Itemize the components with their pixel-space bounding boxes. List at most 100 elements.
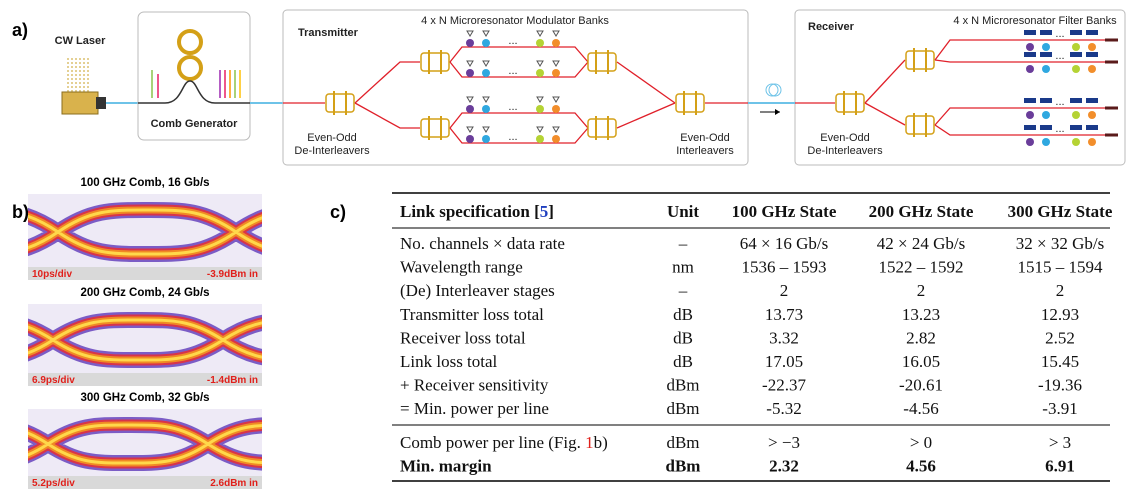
diagram-label: Even-Odd — [307, 132, 357, 144]
eye-power: -1.4dBm in — [207, 375, 258, 386]
table-cell: Link loss total — [400, 352, 498, 371]
shape — [1072, 43, 1080, 51]
table-cell: nm — [672, 258, 694, 277]
ellipsis: ... — [508, 131, 517, 143]
table-cell: 13.73 — [765, 305, 803, 324]
diagram-label: De-Interleavers — [807, 145, 883, 157]
table-cell: > 3 — [1049, 433, 1071, 452]
table-cell: 32 × 32 Gb/s — [1016, 234, 1104, 253]
shape — [536, 39, 544, 47]
shape — [466, 69, 474, 77]
eye-title: 300 GHz Comb, 32 Gb/s — [80, 392, 209, 404]
table-cell: -4.56 — [903, 399, 938, 418]
table-cell: 2 — [917, 281, 926, 300]
eye-title: 100 GHz Comb, 16 Gb/s — [80, 177, 209, 189]
table-cell: Transmitter loss total — [400, 305, 544, 324]
table-cell: 42 × 24 Gb/s — [877, 234, 965, 253]
shape — [1086, 125, 1098, 130]
shape — [1026, 138, 1034, 146]
table-cell: 300 GHz State — [1008, 202, 1113, 221]
ellipsis: ... — [1055, 50, 1064, 62]
shape — [1042, 138, 1050, 146]
cell-part: ] — [548, 202, 554, 221]
table-cell: 12.93 — [1041, 305, 1079, 324]
shape — [482, 39, 490, 47]
table-cell: = Min. power per line — [400, 399, 549, 418]
table-cell: 100 GHz State — [732, 202, 837, 221]
table-cell: -22.37 — [762, 376, 806, 395]
table-cell: dBm — [666, 376, 699, 395]
shape — [1024, 98, 1036, 103]
table-cell: No. channels × data rate — [400, 234, 565, 253]
diagram-label: Receiver — [808, 21, 855, 33]
table-cell: Comb power per line (Fig. 1b) — [400, 433, 608, 452]
shape — [536, 135, 544, 143]
table-cell: – — [678, 234, 688, 253]
table-cell: 16.05 — [902, 352, 940, 371]
table-cell: 2 — [1056, 281, 1065, 300]
panel-label: a) — [12, 20, 28, 40]
shape — [1026, 43, 1034, 51]
shape — [1070, 52, 1082, 57]
eye-timebase: 6.9ps/div — [32, 375, 75, 386]
eye-timebase: 5.2ps/div — [32, 478, 75, 489]
table-cell: 1522 – 1592 — [879, 258, 964, 277]
diagram-label: Even-Odd — [820, 132, 870, 144]
eye-timebase: 10ps/div — [32, 269, 72, 280]
table-cell: Receiver loss total — [400, 328, 526, 347]
shape — [1042, 111, 1050, 119]
eye-title: 200 GHz Comb, 24 Gb/s — [80, 287, 209, 299]
table-cell: 3.32 — [769, 328, 799, 347]
table-cell: dBm — [666, 457, 701, 476]
table-cell: Unit — [667, 202, 699, 221]
shape — [482, 105, 490, 113]
shape — [1072, 111, 1080, 119]
table-cell: > −3 — [768, 433, 800, 452]
table-cell: Min. margin — [400, 457, 492, 476]
shape — [1088, 43, 1096, 51]
shape — [1072, 138, 1080, 146]
table-cell: dB — [673, 352, 693, 371]
diagram-label: Interleavers — [676, 145, 734, 157]
cell-part: 5 — [540, 202, 549, 221]
table-cell: Wavelength range — [400, 258, 523, 277]
shape — [1072, 65, 1080, 73]
table-cell: 4.56 — [906, 457, 936, 476]
diagram-label: 4 x N Microresonator Modulator Banks — [421, 15, 609, 27]
table-cell: 64 × 16 Gb/s — [740, 234, 828, 253]
shape — [466, 135, 474, 143]
table-cell: -19.36 — [1038, 376, 1082, 395]
table-cell: > 0 — [910, 433, 932, 452]
cell-part: Comb power per line (Fig. — [400, 433, 585, 452]
ellipsis: ... — [508, 35, 517, 47]
table-cell: dBm — [666, 399, 699, 418]
shape — [552, 135, 560, 143]
shape — [1070, 125, 1082, 130]
shape — [1040, 30, 1052, 35]
eye-power: -3.9dBm in — [207, 269, 258, 280]
table-cell: – — [678, 281, 688, 300]
shape — [1070, 30, 1082, 35]
shape — [1070, 98, 1082, 103]
shape — [1042, 65, 1050, 73]
table-cell: -3.91 — [1042, 399, 1077, 418]
figure: a)b)c)CW LaserComb GeneratorTransmitter4… — [0, 0, 1134, 489]
shape — [1026, 65, 1034, 73]
diagram-label: 4 x N Microresonator Filter Banks — [953, 15, 1117, 27]
shape — [552, 105, 560, 113]
shape — [1026, 111, 1034, 119]
shape — [1040, 52, 1052, 57]
ellipsis: ... — [1055, 28, 1064, 40]
shape — [1042, 43, 1050, 51]
panel-label: b) — [12, 202, 29, 222]
shape — [536, 69, 544, 77]
eye-power: 2.6dBm in — [210, 478, 258, 489]
shape — [1040, 125, 1052, 130]
table-cell: 2.52 — [1045, 328, 1075, 347]
panel-label: c) — [330, 202, 346, 222]
diagram-label: CW Laser — [55, 35, 106, 47]
cell-part: b) — [594, 433, 608, 452]
ellipsis: ... — [1055, 123, 1064, 135]
diagram-label: Transmitter — [298, 27, 359, 39]
table-cell: 17.05 — [765, 352, 803, 371]
